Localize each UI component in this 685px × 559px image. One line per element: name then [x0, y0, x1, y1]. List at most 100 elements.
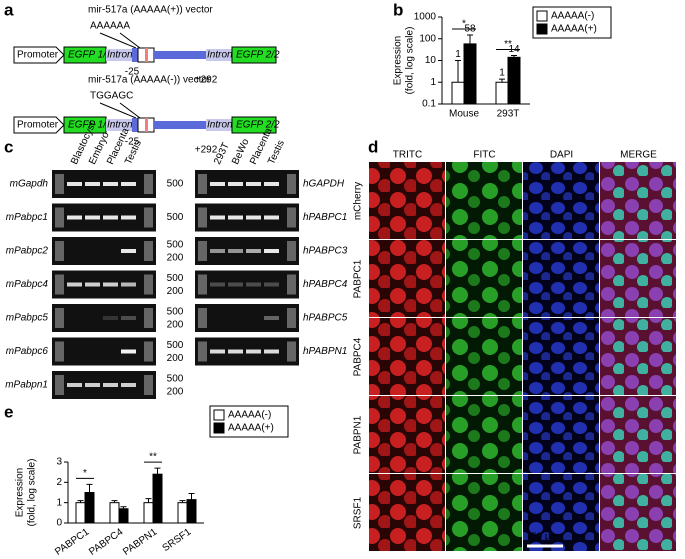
size-marker: 500 — [167, 273, 184, 284]
insert-sequence: TGGAGC — [90, 91, 133, 102]
intron-label: Intron — [107, 50, 133, 61]
gene-label: mPabpc5 — [6, 313, 49, 324]
bar — [463, 43, 477, 105]
y-tick-label: 2 — [56, 477, 62, 488]
micrograph — [369, 240, 445, 317]
error-bar — [179, 500, 186, 503]
ladder — [55, 274, 64, 295]
ladder — [198, 341, 207, 362]
ladder — [287, 174, 296, 194]
gel-band — [246, 282, 261, 287]
construct-title: mir-517a (AAAAA(-)) vector — [88, 75, 211, 86]
size-marker: 200 — [167, 387, 184, 398]
gel-band — [228, 282, 243, 287]
micrograph — [369, 318, 445, 395]
gel-band — [121, 182, 136, 186]
pointer — [99, 32, 137, 49]
gene-label: mPabpc1 — [6, 212, 48, 223]
sample-label: SRSF1 — [353, 496, 364, 529]
ladder — [287, 274, 296, 295]
transcript-bar — [154, 121, 206, 129]
ladder — [144, 341, 153, 362]
micrograph — [446, 162, 522, 239]
gel-band — [210, 215, 225, 220]
gel-band — [264, 282, 279, 287]
gel-band — [67, 215, 82, 220]
intron-block — [206, 49, 232, 61]
size-marker: 500 — [167, 374, 184, 385]
gel-band — [246, 349, 261, 354]
legend-label: AAAAA(+) — [228, 423, 274, 434]
micrograph — [600, 240, 676, 317]
y-axis-label: Expression — [15, 468, 26, 517]
panel-label: d — [368, 137, 378, 156]
gel-band — [228, 182, 243, 186]
ladder — [144, 308, 153, 328]
ladder — [198, 174, 207, 194]
gel-band — [210, 349, 225, 354]
significance-mark: ** — [504, 39, 512, 50]
ladder — [144, 174, 153, 194]
error-bar — [77, 500, 84, 503]
egfp-label: EGFP 2/2 — [236, 50, 280, 61]
gel-band — [121, 215, 136, 220]
gene-label: hPABPN1 — [303, 346, 347, 357]
x-tick-label: PABPC4 — [87, 526, 125, 557]
micrograph — [523, 240, 599, 317]
micrograph — [523, 318, 599, 395]
error-bar — [120, 506, 127, 509]
panel-label: b — [393, 0, 403, 19]
bar — [118, 508, 129, 524]
value-label: 1 — [499, 68, 505, 79]
promoter-arrow — [13, 46, 65, 64]
intron-label: Intron — [107, 120, 133, 131]
size-marker: 500 — [167, 307, 184, 318]
gel-band — [85, 383, 100, 387]
legend-box — [532, 6, 612, 39]
gel-band — [246, 249, 261, 253]
micrograph — [600, 474, 676, 551]
intron-block — [106, 119, 132, 131]
size-marker: 200 — [167, 353, 184, 364]
gel-band — [103, 383, 118, 387]
egfp-block — [231, 46, 277, 64]
gene-label: mGapdh — [10, 179, 49, 190]
bar — [143, 502, 154, 524]
size-marker: 200 — [167, 286, 184, 297]
error-bar — [511, 54, 517, 58]
error-bar — [86, 483, 93, 493]
error-bar — [154, 467, 161, 475]
gel-band — [210, 282, 225, 287]
x-tick-label: PABPC1 — [53, 526, 91, 557]
sample-label: PABPN1 — [353, 415, 364, 454]
bar — [177, 502, 188, 524]
gel-band — [85, 182, 100, 186]
legend-label: AAAAA(-) — [551, 11, 594, 22]
ladder — [198, 274, 207, 295]
position-label: +292 — [195, 145, 218, 156]
ladder — [55, 308, 64, 328]
significance-mark: * — [83, 468, 87, 479]
ladder — [287, 241, 296, 261]
sample-label: PABPC4 — [353, 337, 364, 376]
panel-label: e — [4, 402, 13, 421]
panel-label: a — [4, 0, 14, 19]
gel-band — [264, 316, 279, 320]
bar — [495, 81, 509, 105]
error-bar — [499, 78, 505, 83]
bar — [75, 502, 86, 524]
bar — [152, 473, 163, 524]
gel-band — [246, 215, 261, 220]
error-bar — [188, 493, 195, 500]
construct-title: mir-517a (AAAAA(+)) vector — [88, 5, 213, 16]
error-bar — [145, 498, 152, 503]
ladder — [55, 174, 64, 194]
size-marker: 500 — [167, 212, 184, 223]
position-label: -25 — [125, 137, 140, 148]
legend-label: AAAAA(-) — [228, 410, 271, 421]
insert-stripe — [145, 118, 148, 132]
ladder — [55, 241, 64, 261]
ladder — [287, 341, 296, 362]
gel-band — [228, 349, 243, 354]
size-marker: 500 — [167, 240, 184, 251]
